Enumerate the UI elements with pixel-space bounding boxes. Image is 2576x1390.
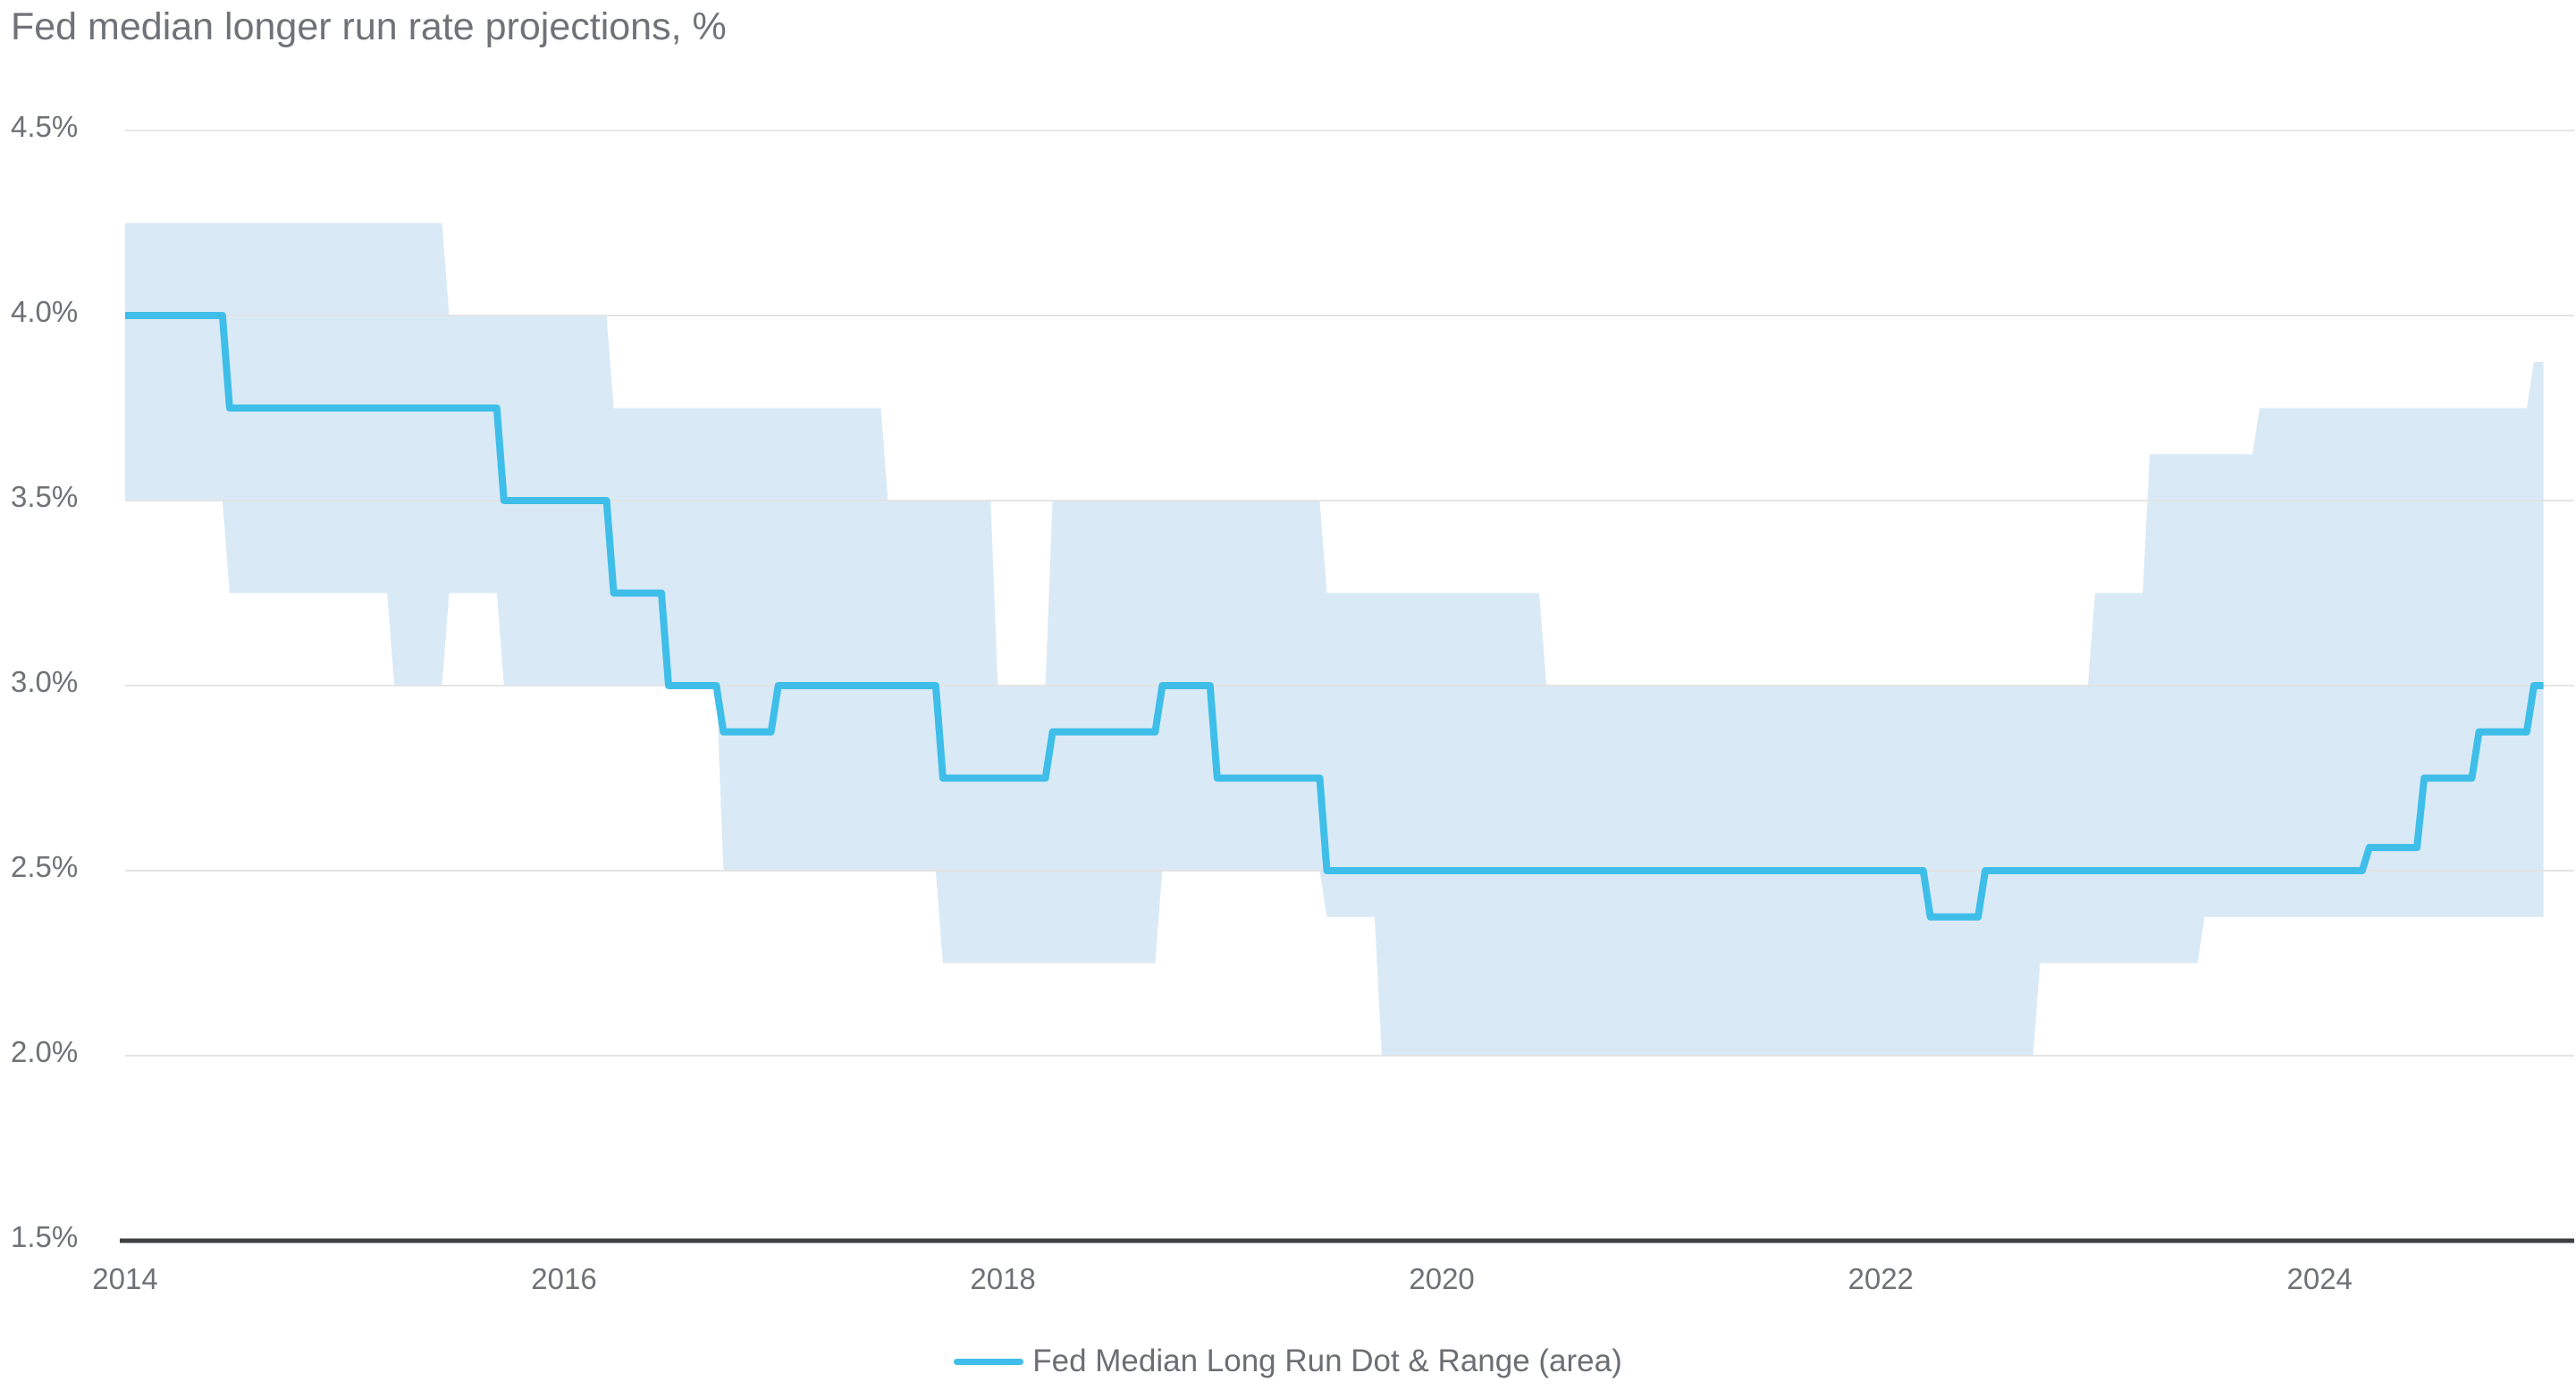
chart-title: Fed median longer run rate projections, … — [11, 5, 727, 48]
y-axis-tick-label: 4.5% — [11, 110, 78, 143]
x-axis-tick-label: 2016 — [531, 1262, 596, 1295]
y-axis-tick-label: 4.0% — [11, 295, 78, 328]
x-axis-tick-label: 2020 — [1409, 1262, 1474, 1295]
legend-item-fed-median-range[interactable]: Fed Median Long Run Dot & Range (area) — [954, 1344, 1622, 1379]
x-axis-tick-label: 2014 — [92, 1262, 157, 1295]
x-axis-tick-label: 2018 — [970, 1262, 1035, 1295]
legend-label: Fed Median Long Run Dot & Range (area) — [1032, 1344, 1622, 1378]
median-line — [125, 312, 2544, 921]
y-axis-tick-label: 1.5% — [11, 1220, 78, 1253]
y-axis-tick-label: 3.5% — [11, 480, 78, 513]
y-axis-tick-label: 3.0% — [11, 665, 78, 698]
legend-line-swatch — [954, 1358, 1024, 1365]
x-axis-tick-label: 2024 — [2286, 1262, 2352, 1295]
range-area — [125, 223, 2544, 1056]
y-axis-tick-label: 2.0% — [11, 1035, 78, 1068]
legend: Fed Median Long Run Dot & Range (area) — [0, 1344, 2576, 1379]
x-axis-tick-label: 2022 — [1848, 1262, 1913, 1295]
y-axis-tick-label: 2.5% — [11, 850, 78, 883]
